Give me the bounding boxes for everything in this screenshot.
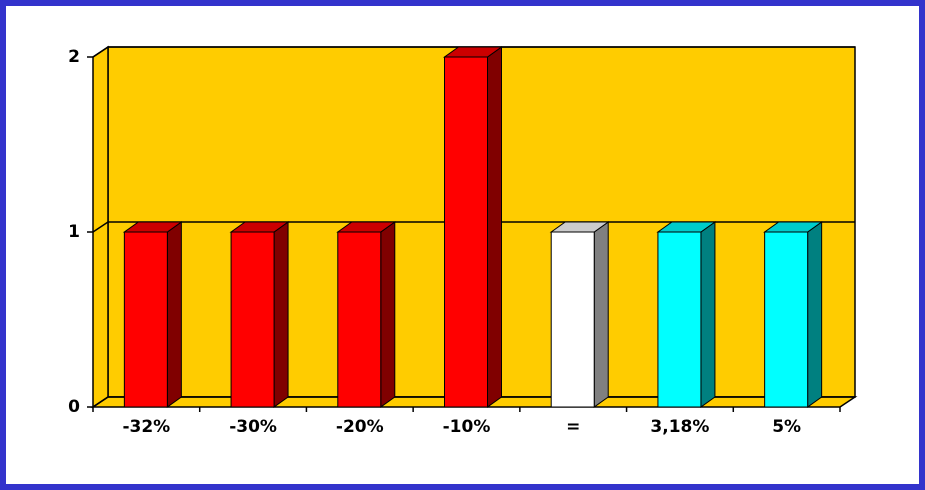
bar [550,231,595,408]
grid-line [92,396,109,408]
bar [123,231,168,408]
x-tick-label: = [566,417,580,437]
bar [764,231,809,408]
x-tick-label: 3,18% [650,417,709,437]
bar-side [273,221,289,408]
bar [230,231,275,408]
x-tick-label: -30% [229,417,277,437]
x-tick-label: -20% [336,417,384,437]
bar [657,231,702,408]
x-tick-label: 5% [772,417,801,437]
bar-side [593,221,609,408]
bar-side [700,221,716,408]
bar [337,231,382,408]
bar [444,56,488,408]
bar-side [380,221,396,408]
y-tick-label: 2 [68,47,80,67]
bar-side [807,221,823,408]
x-tick-label: -10% [443,417,491,437]
bar-side [487,46,502,408]
bar-side [166,221,182,408]
y-tick-label: 1 [68,222,80,242]
grid-line [92,221,109,233]
y-tick-label: 0 [68,397,80,417]
grid-line [92,46,109,58]
x-tick-label: -32% [122,417,170,437]
